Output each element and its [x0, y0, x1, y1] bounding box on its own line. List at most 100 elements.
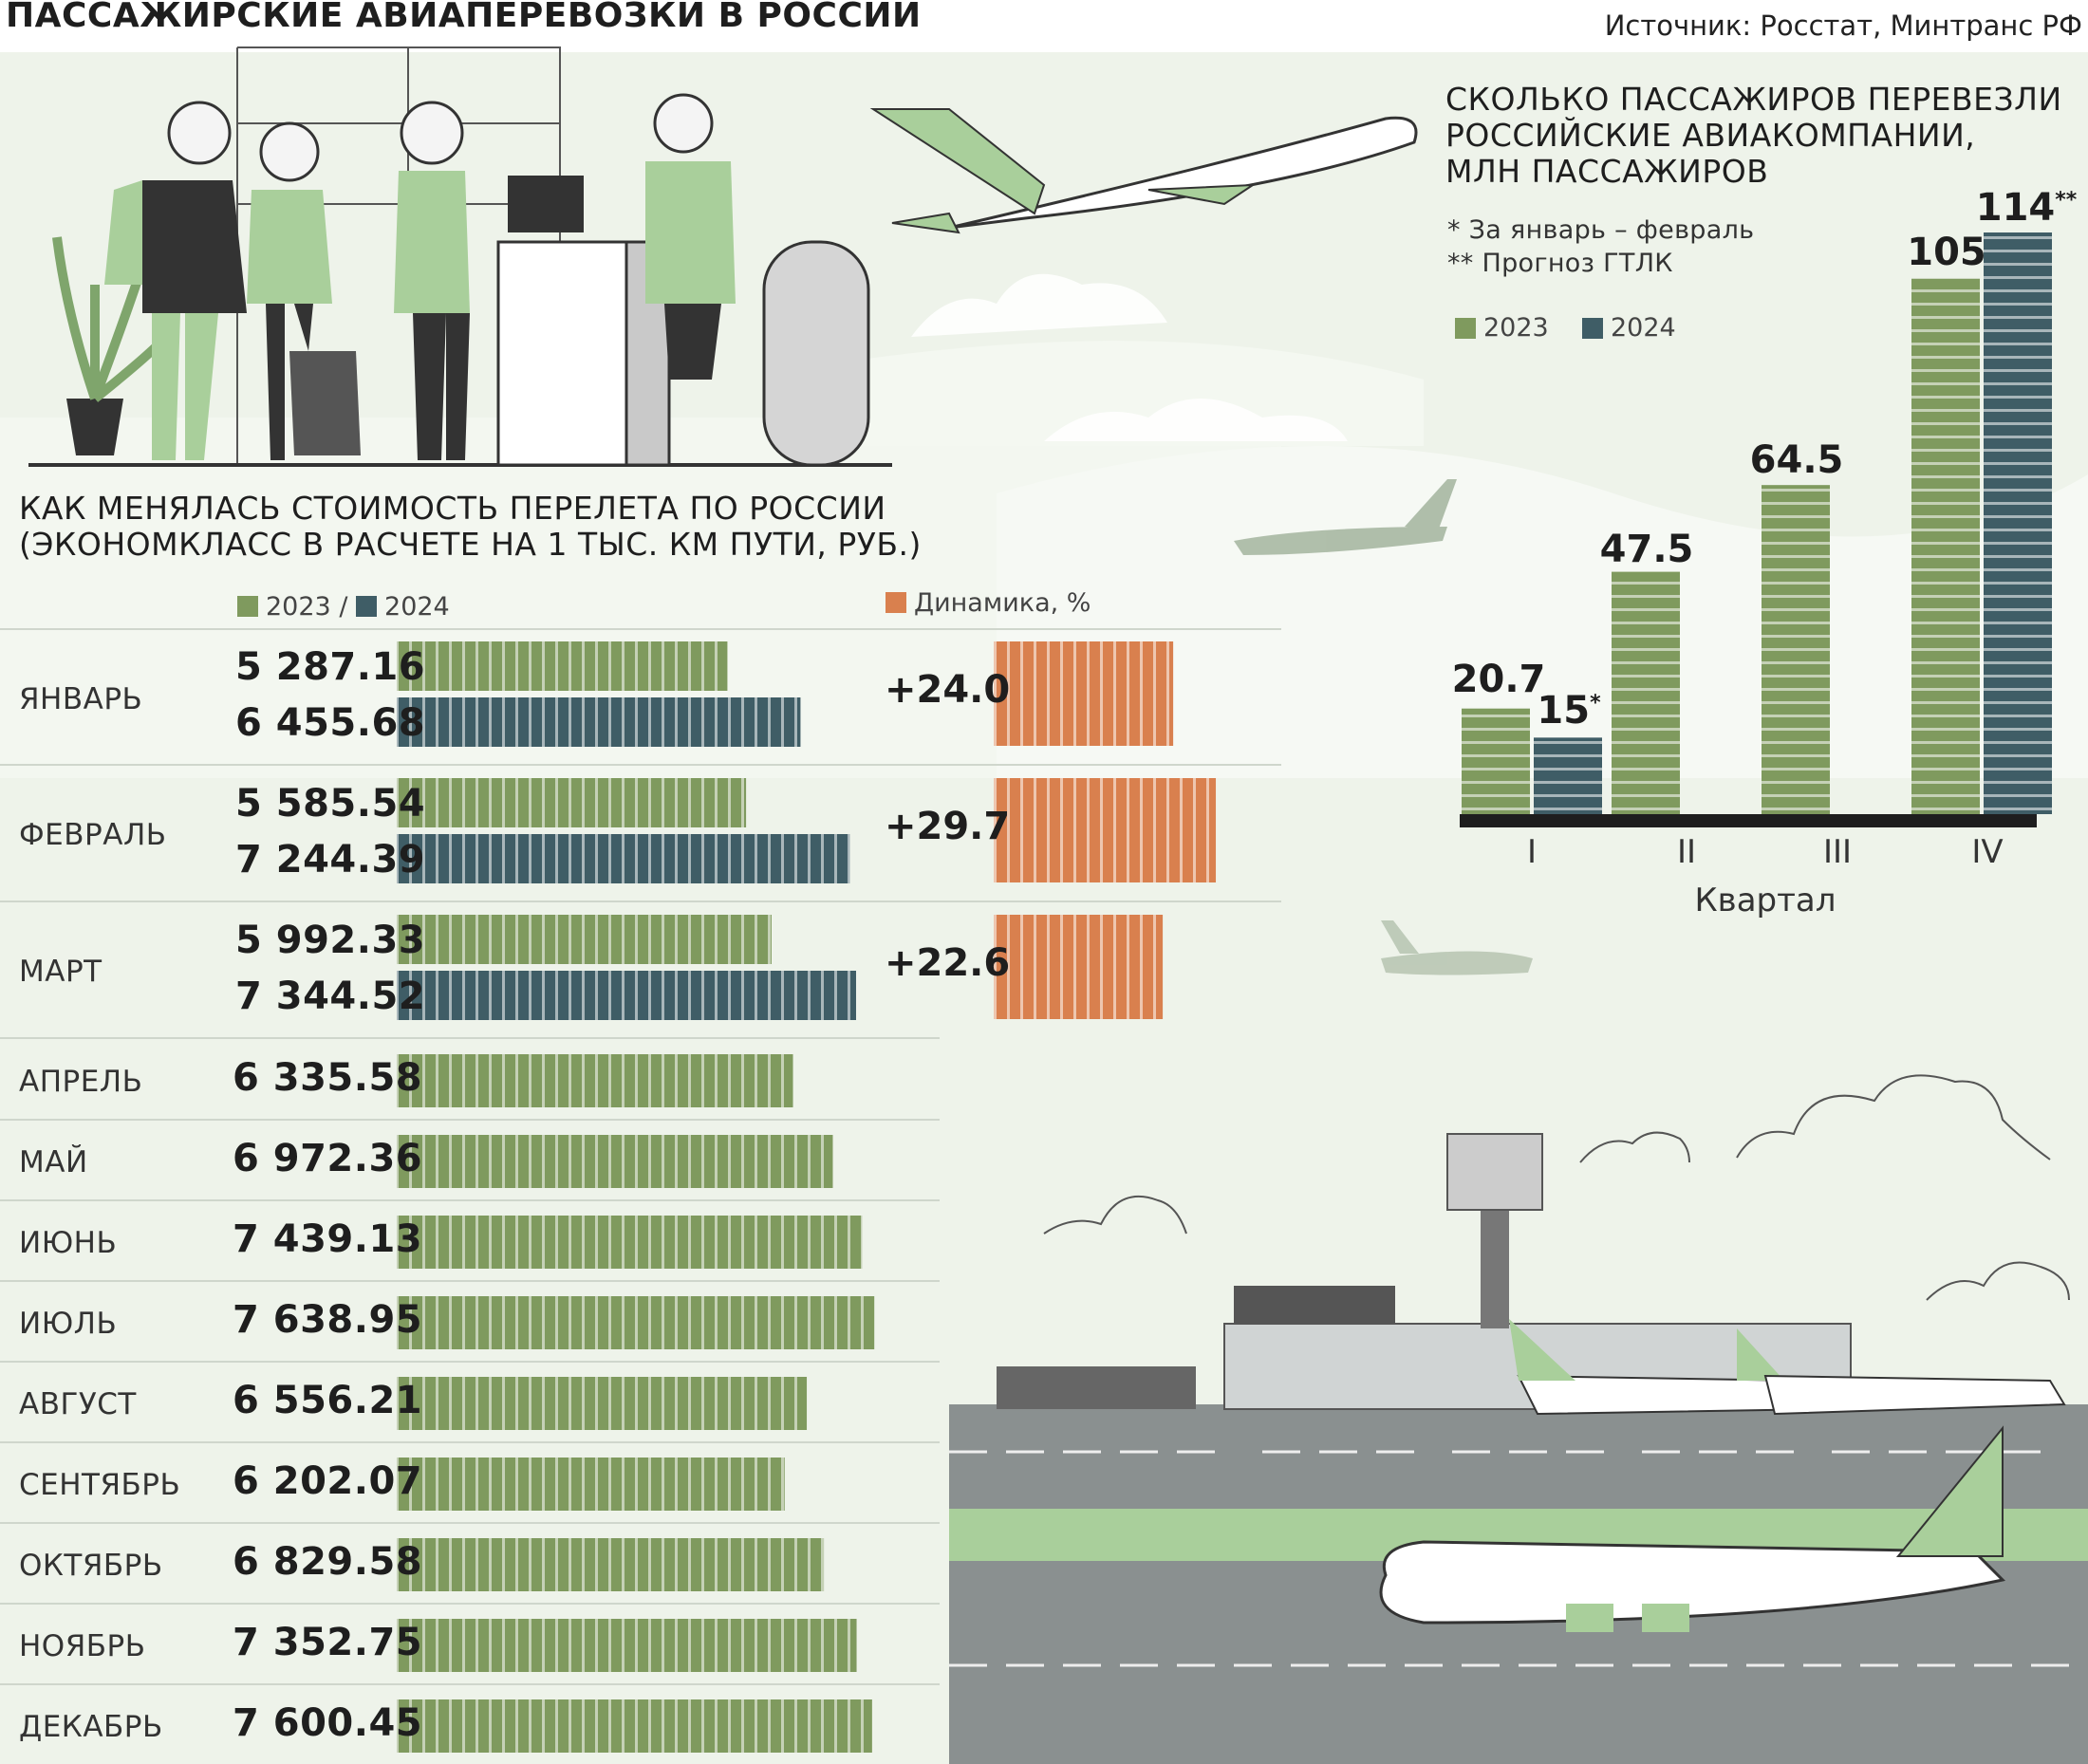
cloud-decoration — [911, 273, 1348, 441]
passenger-chart-title-line: МЛН ПАССАЖИРОВ — [1445, 153, 1769, 190]
legend-label-dynamics: Динамика, % — [914, 588, 1091, 618]
passenger-bar-2023-texture — [1462, 708, 1530, 814]
price-bar-2023-texture — [397, 778, 747, 827]
passenger-bar-2023-texture — [1911, 278, 1980, 814]
month-label: ФЕВРАЛЬ — [19, 818, 167, 852]
legend-swatch-2024 — [356, 596, 378, 617]
month-label: АВГУСТ — [19, 1387, 137, 1421]
month-label: ИЮНЬ — [19, 1226, 118, 1260]
passenger-chart-title-line: РОССИЙСКИЕ АВИАКОМПАНИИ, — [1445, 117, 1976, 154]
passenger-value-2023: 105 — [1907, 231, 1986, 274]
price-bar-2024-texture — [397, 1619, 857, 1672]
check-in-illustration — [28, 46, 892, 467]
quarter-tick: II — [1676, 833, 1697, 871]
passenger-value-2024: 15* — [1537, 689, 1600, 733]
price-chart-gridlines — [0, 628, 1281, 1685]
price-chart-bars — [397, 641, 875, 1753]
price-value-2023: 5 287.16 — [235, 645, 426, 689]
legend-swatch-dynamics — [886, 592, 906, 613]
passenger-bar-2023-texture — [1762, 485, 1830, 814]
month-label: МАЙ — [19, 1145, 88, 1179]
price-bar-2024-texture — [397, 1699, 872, 1753]
passenger-chart-bars — [1460, 232, 2052, 827]
passenger-value-text: 114 — [1975, 186, 2056, 230]
legend-swatch-2024 — [1582, 318, 1603, 339]
source-note: Источник: Росстат, Минтранс РФ — [1604, 9, 2082, 42]
legend-label-2023: 2023 — [1483, 313, 1549, 343]
passenger-value-2023: 64.5 — [1749, 438, 1844, 482]
passenger-bar-2023-texture — [1612, 571, 1680, 814]
footnote-mark: * — [1590, 691, 1601, 715]
price-value-2024: 7 352.75 — [233, 1621, 423, 1664]
month-label: МАРТ — [19, 955, 103, 989]
price-value-2024: 6 455.68 — [235, 701, 426, 745]
price-value-2024: 6 972.36 — [233, 1137, 423, 1180]
price-value-2024: 6 556.21 — [233, 1379, 423, 1422]
dynamics-value: +22.6 — [885, 941, 1011, 985]
price-bar-2024-texture — [397, 1054, 793, 1107]
price-bar-2023-texture — [397, 915, 772, 964]
footnote: ** Прогноз ГТЛК — [1447, 249, 1673, 278]
footnote-mark: ** — [2055, 188, 2078, 213]
dynamics-value: +24.0 — [885, 668, 1011, 712]
price-value-2024: 7 439.13 — [233, 1217, 423, 1261]
price-bar-2024-texture — [397, 697, 801, 747]
passenger-value-2023: 47.5 — [1599, 528, 1694, 571]
passenger-chart-title-line: СКОЛЬКО ПАССАЖИРОВ ПЕРЕВЕЗЛИ — [1445, 81, 2062, 118]
price-bar-2024-texture — [397, 1296, 875, 1349]
legend-separator: / — [339, 592, 348, 622]
price-value-2024: 7 600.45 — [233, 1701, 423, 1745]
dynamics-bar-texture — [994, 778, 1217, 882]
price-value-2024: 7 638.95 — [233, 1298, 423, 1342]
quarter-tick: III — [1822, 833, 1853, 871]
dynamics-value: +29.7 — [885, 805, 1011, 848]
price-bar-2024-texture — [397, 1458, 785, 1511]
quarter-tick: IV — [1971, 833, 2004, 871]
cloud-outline-decoration — [1043, 1074, 2070, 1301]
price-bar-2024-texture — [397, 1216, 863, 1269]
dynamics-bar-texture — [994, 915, 1164, 1019]
dynamics-bars — [994, 641, 1217, 1019]
price-bar-2024-texture — [397, 971, 857, 1020]
month-label: ОКТЯБРЬ — [19, 1549, 163, 1583]
page-title: ПАССАЖИРСКИЕ АВИАПЕРЕВОЗКИ В РОССИИ — [6, 0, 922, 35]
airplane-illustration-top — [869, 108, 1418, 234]
month-label: СЕНТЯБРЬ — [19, 1468, 181, 1502]
price-legend: 2023 / 2024 — [237, 592, 450, 622]
dynamics-legend: Динамика, % — [886, 588, 1091, 618]
x-axis-title: Квартал — [1694, 882, 1836, 919]
airplane-silhouette-left — [1234, 479, 1457, 555]
dynamics-bar-texture — [994, 641, 1174, 746]
airport-illustration — [949, 1133, 2088, 1764]
month-label: АПРЕЛЬ — [19, 1065, 143, 1099]
passenger-value-2023: 20.7 — [1451, 658, 1546, 701]
legend-swatch-2023 — [237, 596, 258, 617]
legend-swatch-2023 — [1455, 318, 1476, 339]
month-label: ДЕКАБРЬ — [19, 1710, 163, 1744]
footnote: * За январь – февраль — [1447, 215, 1755, 245]
price-value-2024: 7 344.52 — [235, 975, 426, 1018]
price-bar-2024-texture — [397, 1377, 808, 1430]
x-axis-baseline — [1460, 814, 2037, 827]
price-bar-2024-texture — [397, 1135, 833, 1188]
price-value-2023: 5 992.33 — [235, 919, 426, 962]
price-value-2024: 7 244.39 — [235, 838, 426, 882]
month-label: ЯНВАРЬ — [19, 682, 143, 716]
price-value-2024: 6 335.58 — [233, 1056, 423, 1100]
price-bar-2023-texture — [397, 641, 728, 691]
passenger-value-text: 15 — [1537, 689, 1591, 733]
month-label: ИЮЛЬ — [19, 1307, 118, 1341]
price-value-2024: 6 829.58 — [233, 1540, 423, 1584]
passenger-bar-2024-texture — [1984, 232, 2052, 814]
price-value-2023: 5 585.54 — [235, 782, 426, 826]
price-bar-2024-texture — [397, 834, 850, 883]
legend-label-2023: 2023 — [266, 592, 331, 622]
quarter-tick: I — [1526, 833, 1538, 871]
airplane-silhouette-right — [1381, 920, 1533, 975]
month-label: НОЯБРЬ — [19, 1629, 146, 1663]
price-chart-title: КАК МЕНЯЛАСЬ СТОИМОСТЬ ПЕРЕЛЕТА ПО РОССИ… — [19, 490, 886, 527]
legend-label-2024: 2024 — [1611, 313, 1676, 343]
legend-label-2024: 2024 — [384, 592, 450, 622]
price-chart-subtitle: (ЭКОНОМКЛАСС В РАСЧЕТЕ НА 1 ТЫС. КМ ПУТИ… — [19, 526, 922, 563]
